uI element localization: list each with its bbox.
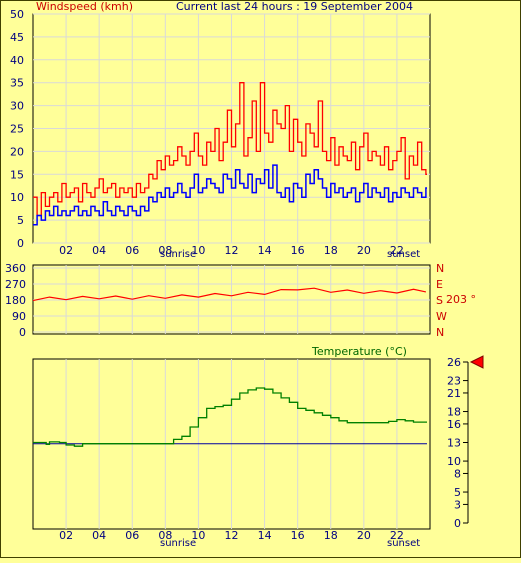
direction-y-tick-label: 270: [5, 278, 26, 291]
temperature-x-tick-label: 08: [158, 529, 172, 542]
sunrise-label: sunrise: [160, 249, 196, 260]
current-temperature-pointer-icon: [469, 355, 484, 369]
sunrise-label-bottom: sunrise: [160, 538, 196, 549]
temperature-x-tick-label: 04: [92, 529, 106, 542]
direction-series: [32, 287, 427, 302]
windspeed-y-tick-label: 45: [10, 31, 24, 44]
windspeed-y-tick-label: 50: [10, 8, 24, 21]
temperature-y-tick-label: 16: [447, 418, 461, 431]
windspeed-x-tick-label: 20: [357, 244, 371, 257]
sunset-label-bottom: sunset: [387, 538, 420, 549]
direction-series-line: [32, 287, 427, 302]
windspeed-x-tick-label: 10: [191, 244, 205, 257]
windspeed-y-ticks: 0 5 10 15 20 25 30 35 40 45 50: [10, 8, 24, 250]
temperature-x-tick-label: 10: [191, 529, 205, 542]
windspeed-y-tick-label: 0: [17, 237, 24, 250]
temperature-y-tick-label: 18: [447, 406, 461, 419]
temperature-y-tick-label: 23: [447, 375, 461, 388]
windspeed-x-tick-label: 18: [324, 244, 338, 257]
windspeed-series: [33, 82, 427, 226]
temperature-x-tick-label: 06: [125, 529, 139, 542]
temperature-x-tick-label: 16: [291, 529, 305, 542]
direction-y-tick-label: 360: [5, 262, 26, 275]
direction-compass-label: W: [436, 310, 447, 323]
windspeed-y-tick-label: 25: [10, 123, 24, 136]
windspeed-x-tick-label: 22: [390, 244, 404, 257]
windspeed-x-tick-label: 16: [291, 244, 305, 257]
direction-compass-label: S: [436, 294, 443, 307]
direction-y-tick-label: 0: [19, 326, 26, 339]
direction-current-value: 203 °: [446, 293, 476, 306]
wind-series-line: [33, 164, 427, 226]
temperature-x-ticks: 02 04 06 08 10 12 14 16 18 20 22: [59, 529, 404, 542]
windspeed-y-tick-label: 5: [17, 214, 24, 227]
windspeed-y-tick-label: 40: [10, 54, 24, 67]
windspeed-y-tick-label: 30: [10, 100, 24, 113]
temperature-y-tick-label: 21: [447, 387, 461, 400]
temperature-x-tick-label: 18: [324, 529, 338, 542]
windspeed-y-tick-label: 10: [10, 191, 24, 204]
temperature-y-tick-label: 8: [454, 467, 461, 480]
windspeed-y-tick-label: 20: [10, 145, 24, 158]
temperature-x-tick-label: 02: [59, 529, 73, 542]
windspeed-x-tick-label: 12: [225, 244, 239, 257]
temperature-y-tick-label: 3: [454, 498, 461, 511]
windspeed-x-tick-label: 02: [59, 244, 73, 257]
temperature-series: [33, 387, 427, 447]
temperature-x-tick-label: 20: [357, 529, 371, 542]
temperature-series-line: [33, 387, 427, 447]
temperature-y-tick-label: 26: [447, 356, 461, 369]
temperature-y-tick-label: 13: [447, 437, 461, 450]
windspeed-x-tick-label: 14: [258, 244, 272, 257]
windspeed-x-ticks: 02 04 06 08 10 12 14 16 18 20 22: [59, 244, 404, 257]
windspeed-x-tick-label: 06: [125, 244, 139, 257]
windspeed-y-tick-label: 35: [10, 77, 24, 90]
windspeed-axis-label: Windspeed (kmh): [36, 0, 133, 13]
temperature-panel: Temperature (°C) 02 04 06 08 10 12 14 16 18 20 22 …: [32, 345, 484, 549]
windspeed-x-tick-label: 08: [158, 244, 172, 257]
windspeed-panel: Windspeed (kmh) Current last 24 hours : …: [10, 0, 431, 260]
direction-y-tick-label: 90: [12, 310, 26, 323]
direction-compass-label: N: [436, 326, 444, 339]
direction-y-tick-label: 180: [5, 294, 26, 307]
windspeed-x-tick-label: 04: [92, 244, 106, 257]
chart-title: Current last 24 hours : 19 September 200…: [176, 0, 413, 13]
direction-compass-label: N: [436, 262, 444, 275]
gust-series-line: [33, 82, 427, 217]
temperature-y-tick-label: 10: [447, 455, 461, 468]
direction-grid: [33, 265, 430, 334]
temperature-x-tick-label: 14: [258, 529, 272, 542]
temperature-x-tick-label: 22: [390, 529, 404, 542]
temperature-y-tick-label: 5: [454, 486, 461, 499]
windspeed-y-tick-label: 15: [10, 168, 24, 181]
temperature-y-tick-label: 0: [454, 517, 461, 530]
direction-y-ticks: 0 90 180 270 360: [5, 262, 26, 339]
temperature-axis-label: Temperature (°C): [311, 345, 407, 358]
sunset-label: sunset: [387, 249, 420, 260]
temperature-x-tick-label: 12: [225, 529, 239, 542]
direction-compass-label: E: [436, 278, 443, 291]
